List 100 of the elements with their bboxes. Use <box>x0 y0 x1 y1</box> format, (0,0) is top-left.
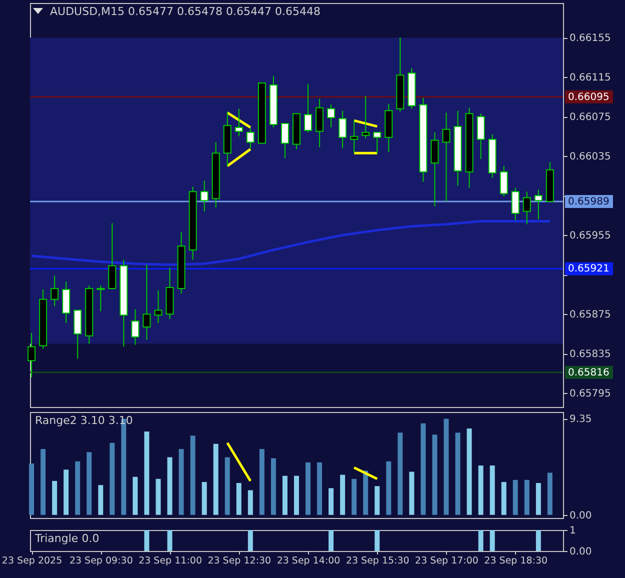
candlestick <box>131 308 140 346</box>
bar <box>224 457 230 515</box>
ref-line-label: 0.66095 <box>568 92 610 103</box>
candlestick <box>142 264 151 340</box>
candlestick <box>234 108 243 137</box>
candlestick <box>500 165 508 198</box>
y-tick-label: 0.65835 <box>570 349 611 360</box>
line-series <box>30 220 552 266</box>
candlestick <box>74 310 82 360</box>
x-tick-label: 23 Sep 15:30 <box>346 556 410 566</box>
bar <box>340 474 346 515</box>
bar <box>398 432 403 515</box>
bar <box>420 423 426 515</box>
bar <box>432 434 438 515</box>
candlestick <box>338 110 347 149</box>
x-tick-label: 23 Sep 14:00 <box>276 556 340 566</box>
candlestick <box>476 113 485 160</box>
bar <box>144 432 150 515</box>
bar <box>478 466 484 515</box>
bar <box>75 461 80 515</box>
ref-line-label: 0.65989 <box>568 196 610 208</box>
bar <box>317 462 322 515</box>
bar <box>110 442 115 515</box>
y-tick-label: 0.66035 <box>570 152 611 163</box>
candlestick <box>327 104 336 128</box>
bar <box>40 449 46 515</box>
bar <box>386 461 392 515</box>
bar <box>306 462 311 515</box>
bar <box>490 466 495 515</box>
y-tick-label: 0.66155 <box>570 33 611 44</box>
candlestick <box>522 191 531 225</box>
x-tick-label: 23 Sep 11:00 <box>138 556 202 566</box>
bar <box>409 472 414 515</box>
candlestick <box>316 98 324 148</box>
bar <box>167 457 172 515</box>
bar <box>547 472 552 515</box>
bar <box>374 486 380 515</box>
candlestick <box>108 222 116 290</box>
bar <box>29 463 34 515</box>
bar <box>236 483 242 515</box>
chart-title: Range2 3.10 3.10 <box>35 414 133 427</box>
bar <box>86 452 92 515</box>
candlestick <box>304 84 312 133</box>
bar <box>524 480 530 515</box>
x-tick-label: 23 Sep 12:30 <box>208 556 272 566</box>
bar <box>455 432 460 515</box>
y-tick-label: 0.65795 <box>570 388 611 400</box>
bar <box>64 470 69 515</box>
x-tick-label: 23 Sep 09:30 <box>69 556 133 566</box>
bar <box>328 488 334 515</box>
y-tick-label: 9.35 <box>570 414 592 426</box>
chart-title: AUDUSD,M15 0.65477 0.65478 0.65447 0.65448 <box>50 5 320 18</box>
bar <box>52 480 58 515</box>
ref-line-label: 0.65816 <box>568 367 610 378</box>
bar <box>363 470 368 515</box>
bar <box>259 449 264 515</box>
candlestick <box>350 120 358 154</box>
bar <box>202 482 207 515</box>
candlestick <box>28 332 36 378</box>
bar <box>156 478 161 515</box>
x-tick-label: 23 Sep 2025 <box>2 556 62 566</box>
y-tick-label: 0.00 <box>570 546 592 558</box>
candlestick <box>280 123 289 159</box>
x-tick-label: 23 Sep 18:30 <box>484 556 548 566</box>
bar <box>294 476 299 515</box>
bar <box>282 476 288 515</box>
candlestick <box>62 281 70 324</box>
bar <box>466 428 472 515</box>
bar <box>444 418 449 515</box>
candlestick <box>373 132 382 154</box>
bar <box>536 483 541 515</box>
candlestick <box>50 275 59 307</box>
bar <box>352 478 357 515</box>
y-tick-label: 0.66115 <box>570 72 611 84</box>
bar <box>512 480 518 515</box>
candlestick <box>246 128 254 149</box>
y-tick-label: 0.00 <box>570 510 592 522</box>
bar <box>132 476 138 515</box>
bar <box>190 436 196 515</box>
bar <box>213 444 218 515</box>
candlestick <box>511 187 520 221</box>
candlestick <box>362 95 370 139</box>
y-tick-label: 0.65875 <box>570 310 611 321</box>
candlestick <box>442 112 450 202</box>
candlestick <box>430 132 439 207</box>
bar <box>178 449 184 515</box>
candlestick <box>200 180 208 212</box>
y-tick-label: 0.66075 <box>570 112 611 124</box>
candlestick <box>534 189 542 220</box>
bar <box>270 458 276 515</box>
y-tick-label: 0.65955 <box>570 230 611 242</box>
candlestick <box>96 285 105 312</box>
bar <box>98 485 104 515</box>
x-tick-label: 23 Sep 17:00 <box>415 556 478 566</box>
bar <box>248 490 253 515</box>
chart-title: Triangle 0.0 <box>34 532 100 545</box>
y-tick-label: 1 <box>570 526 576 536</box>
bar <box>501 482 506 515</box>
ref-line-label: 0.65921 <box>568 264 610 275</box>
candlestick <box>154 290 162 324</box>
